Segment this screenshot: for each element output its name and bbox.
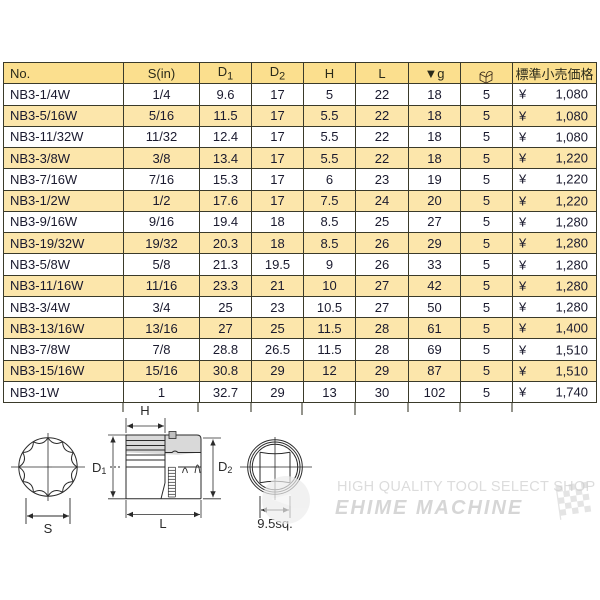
svg-text:H: H	[140, 403, 149, 418]
svg-text:L: L	[159, 516, 166, 531]
svg-text:D2: D2	[218, 459, 232, 475]
svg-text:EHIME MACHINE: EHIME MACHINE	[335, 497, 523, 519]
svg-text:D1: D1	[92, 460, 106, 476]
svg-text:S: S	[44, 521, 53, 536]
